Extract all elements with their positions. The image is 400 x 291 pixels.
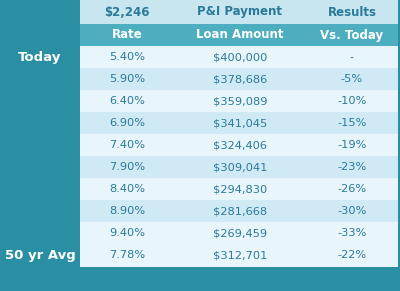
Bar xyxy=(80,244,398,267)
Text: 6.90%: 6.90% xyxy=(109,118,145,128)
Text: Today: Today xyxy=(18,51,62,63)
Bar xyxy=(80,200,398,222)
Text: $312,701: $312,701 xyxy=(213,251,267,260)
Bar xyxy=(80,0,398,24)
Text: $2,246: $2,246 xyxy=(104,6,150,19)
Text: Results: Results xyxy=(327,6,376,19)
Bar xyxy=(80,24,398,46)
Text: -33%: -33% xyxy=(337,228,366,238)
Bar xyxy=(80,46,398,68)
Text: Rate: Rate xyxy=(112,29,142,42)
Text: 7.78%: 7.78% xyxy=(109,251,145,260)
Text: -15%: -15% xyxy=(337,118,366,128)
Bar xyxy=(80,134,398,156)
Bar xyxy=(80,178,398,200)
Bar xyxy=(80,68,398,90)
Text: $269,459: $269,459 xyxy=(213,228,267,238)
Text: -5%: -5% xyxy=(341,74,363,84)
Text: P&I Payment: P&I Payment xyxy=(197,6,282,19)
Text: $281,668: $281,668 xyxy=(213,206,267,216)
Bar xyxy=(80,156,398,178)
Text: 7.90%: 7.90% xyxy=(109,162,145,172)
Text: $378,686: $378,686 xyxy=(213,74,267,84)
Text: $400,000: $400,000 xyxy=(213,52,267,62)
Text: $324,406: $324,406 xyxy=(213,140,267,150)
Text: 5.40%: 5.40% xyxy=(109,52,145,62)
Text: 50 yr Avg: 50 yr Avg xyxy=(5,249,75,262)
Text: 6.40%: 6.40% xyxy=(109,96,145,106)
Text: 8.90%: 8.90% xyxy=(109,206,145,216)
Bar xyxy=(80,112,398,134)
Text: -22%: -22% xyxy=(337,251,366,260)
Text: $359,089: $359,089 xyxy=(212,96,267,106)
Text: -19%: -19% xyxy=(337,140,366,150)
Text: Loan Amount: Loan Amount xyxy=(196,29,284,42)
Text: 9.40%: 9.40% xyxy=(109,228,145,238)
Text: Vs. Today: Vs. Today xyxy=(320,29,384,42)
Text: $309,041: $309,041 xyxy=(213,162,267,172)
Text: $341,045: $341,045 xyxy=(213,118,267,128)
Text: -26%: -26% xyxy=(337,184,366,194)
Text: 8.40%: 8.40% xyxy=(109,184,145,194)
Bar xyxy=(80,90,398,112)
Text: -23%: -23% xyxy=(337,162,366,172)
Text: $294,830: $294,830 xyxy=(213,184,267,194)
Text: 7.40%: 7.40% xyxy=(109,140,145,150)
Bar xyxy=(80,222,398,244)
Text: -30%: -30% xyxy=(337,206,366,216)
Text: 5.90%: 5.90% xyxy=(109,74,145,84)
Text: -: - xyxy=(350,52,354,62)
Text: -10%: -10% xyxy=(337,96,366,106)
